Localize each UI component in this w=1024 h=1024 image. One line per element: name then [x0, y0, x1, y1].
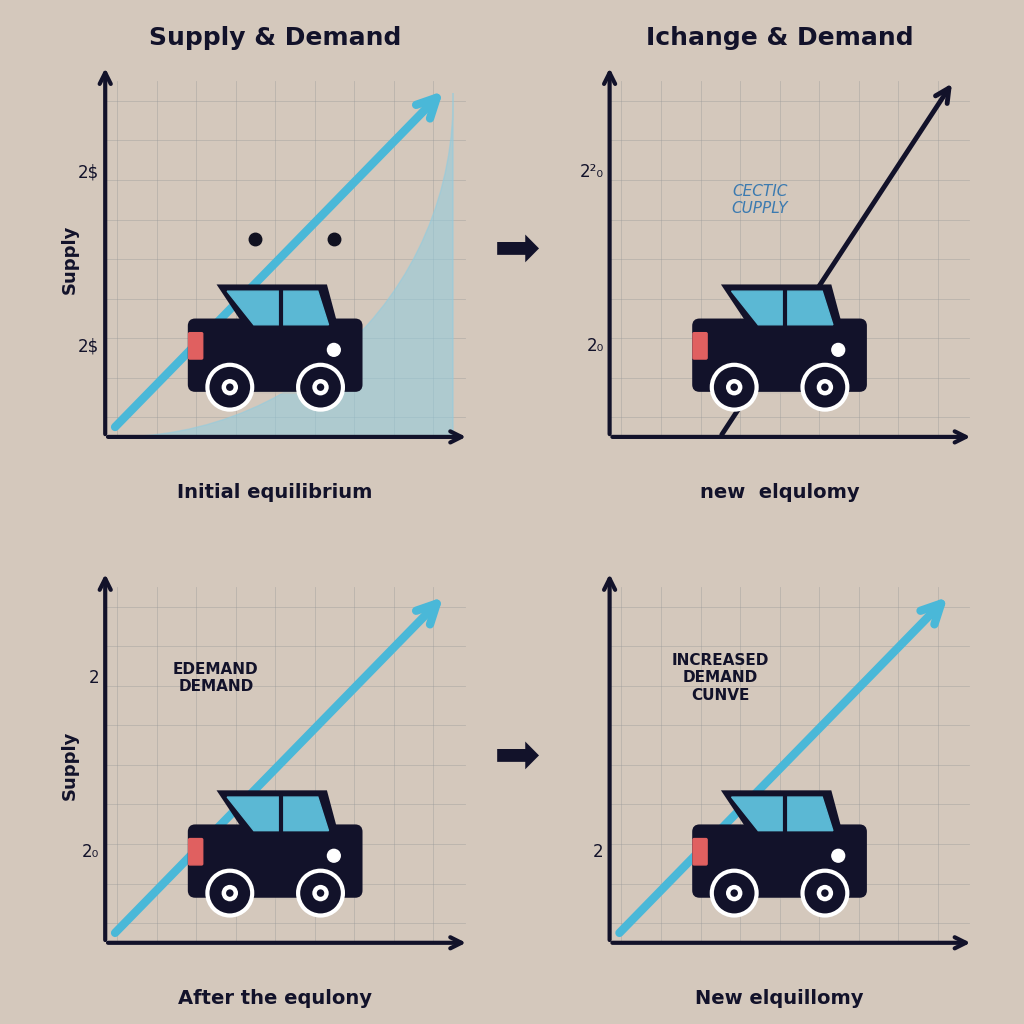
Circle shape [815, 378, 835, 397]
Circle shape [311, 884, 330, 903]
Polygon shape [724, 286, 841, 326]
Polygon shape [219, 792, 337, 831]
Circle shape [316, 383, 325, 391]
Circle shape [831, 849, 845, 862]
Text: Supply: Supply [60, 730, 79, 800]
Text: 2$: 2$ [78, 337, 99, 355]
Circle shape [712, 365, 757, 410]
Circle shape [328, 849, 340, 862]
Ellipse shape [711, 887, 859, 900]
Text: After the equlony: After the equlony [178, 988, 372, 1008]
Circle shape [316, 890, 325, 897]
Text: 2²₀: 2²₀ [580, 163, 604, 181]
Text: 2: 2 [89, 669, 99, 687]
Circle shape [298, 870, 343, 915]
Circle shape [725, 378, 743, 397]
Text: ➡: ➡ [494, 731, 541, 784]
Ellipse shape [206, 381, 355, 394]
Circle shape [311, 378, 330, 397]
Circle shape [298, 365, 343, 410]
Ellipse shape [206, 887, 355, 900]
Circle shape [725, 884, 743, 903]
Text: Initial equilibrium: Initial equilibrium [177, 482, 373, 502]
Text: Supply: Supply [60, 224, 79, 294]
Title: Supply & Demand: Supply & Demand [148, 26, 401, 50]
Circle shape [803, 870, 847, 915]
Circle shape [226, 890, 233, 897]
Text: CECTIC
CUPPLY: CECTIC CUPPLY [731, 183, 788, 216]
Text: 2$: 2$ [78, 163, 99, 181]
Circle shape [208, 870, 252, 915]
Circle shape [220, 884, 240, 903]
Text: EDEMAND
DEMAND: EDEMAND DEMAND [173, 662, 259, 694]
FancyBboxPatch shape [693, 319, 865, 390]
FancyBboxPatch shape [189, 319, 361, 390]
Circle shape [821, 890, 828, 897]
Polygon shape [110, 93, 453, 437]
Circle shape [208, 365, 252, 410]
Polygon shape [227, 291, 329, 325]
Text: 2₀: 2₀ [587, 337, 604, 355]
Polygon shape [219, 286, 337, 326]
FancyBboxPatch shape [189, 825, 361, 896]
Circle shape [730, 890, 738, 897]
Ellipse shape [711, 381, 859, 394]
FancyBboxPatch shape [693, 333, 708, 359]
Polygon shape [227, 797, 329, 830]
Polygon shape [731, 797, 833, 830]
Circle shape [730, 383, 738, 391]
Circle shape [220, 378, 240, 397]
Text: new  elqulomy: new elqulomy [699, 482, 859, 502]
Circle shape [226, 383, 233, 391]
Text: 2₀: 2₀ [82, 843, 99, 861]
Circle shape [712, 870, 757, 915]
Text: ➡: ➡ [494, 224, 541, 278]
FancyBboxPatch shape [693, 839, 708, 865]
Text: 2: 2 [593, 843, 604, 861]
Circle shape [328, 343, 340, 356]
Circle shape [815, 884, 835, 903]
Polygon shape [731, 291, 833, 325]
Circle shape [831, 343, 845, 356]
Title: Ichange & Demand: Ichange & Demand [646, 26, 913, 50]
FancyBboxPatch shape [693, 825, 865, 896]
FancyBboxPatch shape [188, 839, 203, 865]
Circle shape [803, 365, 847, 410]
Text: INCREASED
DEMAND
CUNVE: INCREASED DEMAND CUNVE [672, 653, 769, 702]
Circle shape [821, 383, 828, 391]
FancyBboxPatch shape [188, 333, 203, 359]
Text: New elquillomy: New elquillomy [695, 988, 864, 1008]
Polygon shape [724, 792, 841, 831]
